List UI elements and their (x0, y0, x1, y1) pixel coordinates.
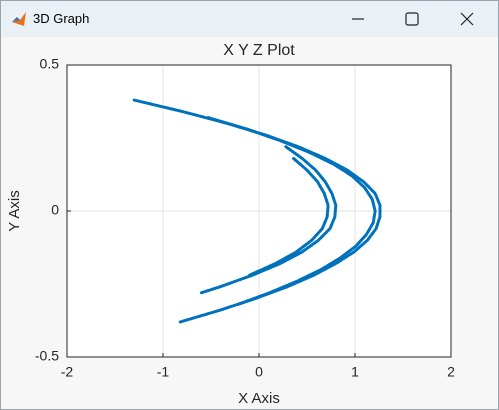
y-tick-label: -0.5 (35, 348, 59, 364)
x-tick-label: 0 (255, 364, 263, 380)
app-icon (12, 12, 26, 26)
figure: X Y Z Plot X Axis Y Axis -2 -1 0 1 2 -0.5 0 0.5 (6, 42, 455, 407)
data-curve (247, 156, 330, 277)
chart-title: X Y Z Plot (223, 42, 295, 59)
title-bar: 3D Graph (1, 1, 498, 37)
window-controls[interactable] (348, 1, 498, 37)
y-tick-label: 0.5 (40, 56, 60, 72)
x-tick-label: 1 (351, 364, 359, 380)
x-tick-label: 2 (447, 364, 455, 380)
x-tick-label: -1 (157, 364, 170, 380)
x-axis-label: X Axis (238, 390, 280, 407)
x-tick-label: -2 (61, 364, 74, 380)
y-axis-label: Y Axis (6, 190, 23, 231)
window-title: 3D Graph (33, 11, 90, 26)
y-tick-label: 0 (51, 202, 59, 218)
axes-box (66, 64, 452, 358)
data-curve (206, 116, 377, 306)
